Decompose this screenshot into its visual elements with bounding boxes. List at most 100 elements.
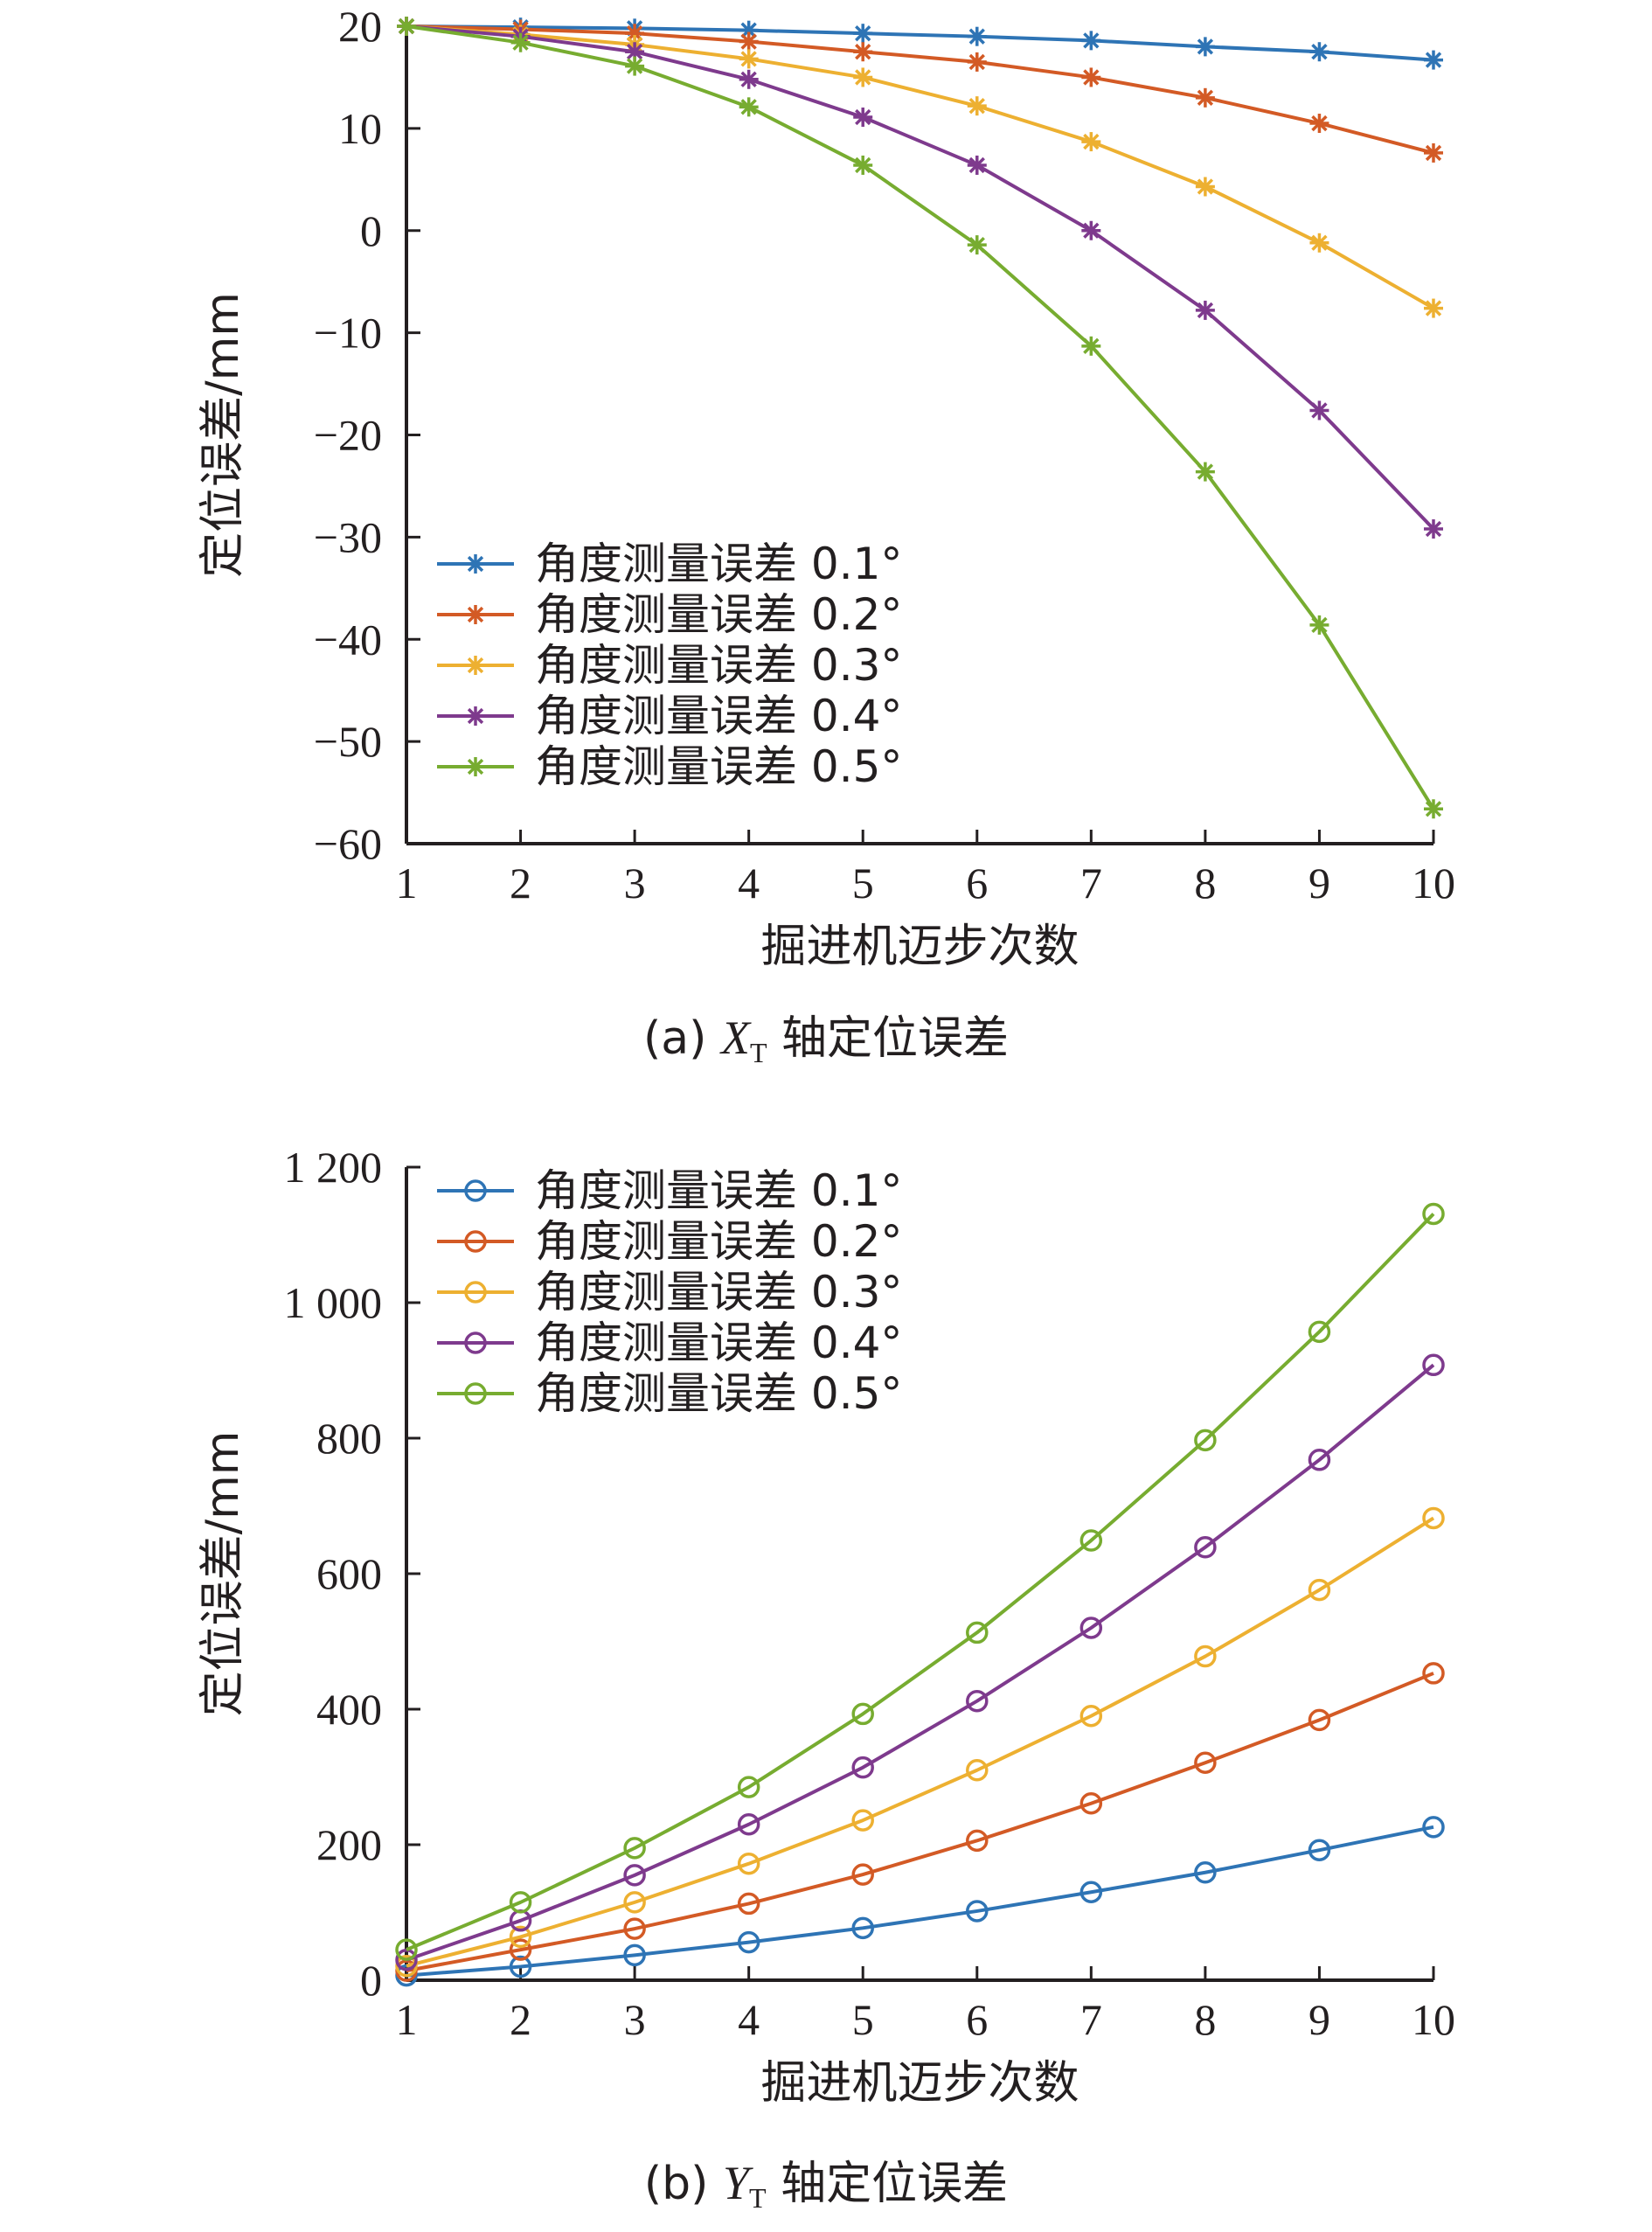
data-point-b-2 — [1422, 1662, 1445, 1685]
series-line-a-2 — [406, 24, 1434, 155]
x-tick-label-a: 9 — [1308, 859, 1330, 907]
y-axis-title-a: 定位误差/mm — [197, 292, 249, 578]
data-point-a-2 — [739, 31, 759, 52]
data-point-a-3 — [967, 96, 987, 116]
data-point-b-3 — [1079, 1705, 1103, 1728]
y-axis-title-b: 定位误差/mm — [197, 1431, 249, 1717]
data-point-b-3 — [1194, 1644, 1217, 1668]
data-point-a-2 — [1424, 143, 1443, 163]
data-point-a-3 — [1081, 132, 1101, 152]
x-tick-label-a: 7 — [1080, 859, 1102, 907]
legend-label-a: 角度测量误差 0.3° — [535, 640, 902, 691]
data-point-b-4 — [1079, 1617, 1103, 1639]
x-tick-label-a: 2 — [510, 859, 531, 907]
data-point-a-4 — [739, 69, 759, 89]
data-point-b-4 — [737, 1813, 760, 1836]
series-line-b-4 — [406, 1363, 1435, 1962]
data-point-a-5 — [510, 32, 531, 52]
figure-caption-b: (b) YT 轴定位误差 — [644, 2157, 1008, 2214]
data-point-b-4 — [1194, 1536, 1217, 1559]
data-point-a-3 — [739, 49, 759, 69]
data-point-a-4 — [625, 42, 645, 62]
data-point-b-1 — [1422, 1816, 1445, 1839]
data-point-a-2 — [967, 52, 987, 72]
x-tick-label-b: 7 — [1080, 1995, 1102, 2044]
data-point-a-4 — [1309, 400, 1329, 421]
data-point-a-5 — [1195, 462, 1215, 482]
data-point-a-3 — [1424, 298, 1443, 318]
data-point-a-4 — [967, 155, 987, 175]
series-line-b-2 — [406, 1672, 1434, 1973]
data-point-b-5 — [509, 1891, 532, 1914]
data-point-a-5 — [397, 17, 416, 36]
legend-label-b: 角度测量误差 0.5° — [535, 1368, 902, 1419]
data-point-b-2 — [737, 1892, 760, 1916]
x-tick-label-b: 9 — [1308, 1995, 1330, 2044]
y-tick-label-b: 800 — [316, 1414, 382, 1463]
x-tick-label-a: 5 — [852, 859, 874, 907]
y-tick-label-a: −10 — [314, 309, 382, 358]
data-point-a-1 — [1309, 42, 1329, 62]
data-point-a-5 — [1081, 336, 1101, 356]
legend-marker-a — [466, 757, 485, 776]
y-tick-label-a: 10 — [338, 104, 382, 153]
y-tick-label-a: −30 — [314, 512, 382, 561]
data-point-a-2 — [1195, 87, 1215, 108]
legend-marker-a — [466, 656, 485, 675]
series-line-a-4 — [406, 24, 1435, 531]
data-point-b-1 — [1308, 1839, 1331, 1861]
data-point-b-5 — [966, 1621, 989, 1644]
y-tick-label-a: −40 — [314, 615, 382, 664]
legend-label-a: 角度测量误差 0.1° — [535, 539, 902, 589]
data-point-b-2 — [966, 1829, 989, 1853]
y-tick-label-b: 600 — [316, 1549, 382, 1598]
y-tick-label-b: 1 000 — [284, 1278, 383, 1327]
legend-marker-a — [466, 706, 485, 726]
data-point-a-1 — [1424, 50, 1443, 70]
data-point-a-3 — [1309, 233, 1329, 253]
legend-marker-b — [464, 1281, 487, 1304]
y-tick-label-a: −50 — [314, 717, 382, 766]
data-point-b-2 — [509, 1938, 532, 1961]
legend-label-a: 角度测量误差 0.2° — [535, 589, 902, 640]
data-point-b-1 — [1194, 1861, 1217, 1884]
series-line-b-1 — [406, 1825, 1434, 1978]
data-point-b-1 — [737, 1930, 760, 1954]
legend-marker-b — [464, 1382, 487, 1405]
data-point-a-5 — [853, 155, 873, 175]
data-point-b-1 — [851, 1916, 874, 1940]
x-axis-title-b: 掘进机迈步次数 — [760, 2057, 1079, 2110]
data-point-b-4 — [623, 1864, 646, 1887]
legend-label-a: 角度测量误差 0.4° — [535, 691, 902, 741]
x-tick-label-a: 10 — [1412, 859, 1455, 907]
x-tick-label-b: 5 — [852, 1995, 874, 2044]
x-tick-label-b: 3 — [624, 1995, 646, 2044]
data-point-b-3 — [1308, 1578, 1331, 1602]
data-point-b-3 — [966, 1759, 989, 1782]
data-point-b-5 — [623, 1837, 646, 1860]
series-line-b-3 — [406, 1516, 1435, 1968]
legend-label-a: 角度测量误差 0.5° — [535, 741, 902, 792]
legend-marker-a — [466, 554, 485, 574]
legend-marker-b — [464, 1179, 487, 1202]
chart-panel-b: 1 2 3 4 5 6 7 8 9 10 0 200 400 600 800 1 000 1 200 角度测量误差… — [197, 1143, 1455, 2214]
data-point-a-2 — [1081, 67, 1101, 87]
data-point-a-1 — [853, 24, 873, 44]
series-line-a-3 — [406, 24, 1434, 310]
y-tick-label-a: 0 — [360, 206, 382, 255]
data-point-b-2 — [1308, 1708, 1331, 1732]
data-point-b-2 — [1079, 1791, 1103, 1815]
data-point-b-5 — [395, 1938, 418, 1961]
data-point-b-2 — [623, 1917, 646, 1940]
x-tick-label-b: 8 — [1194, 1995, 1216, 2044]
data-point-b-3 — [851, 1809, 874, 1832]
y-tick-label-a: 20 — [338, 2, 382, 51]
x-tick-label-b: 4 — [738, 1995, 760, 2044]
data-point-a-4 — [853, 108, 873, 128]
data-point-b-3 — [1422, 1506, 1445, 1530]
data-point-b-3 — [623, 1891, 646, 1914]
data-point-b-1 — [1079, 1881, 1103, 1903]
data-point-a-1 — [1081, 31, 1101, 51]
data-point-a-5 — [1424, 799, 1443, 819]
